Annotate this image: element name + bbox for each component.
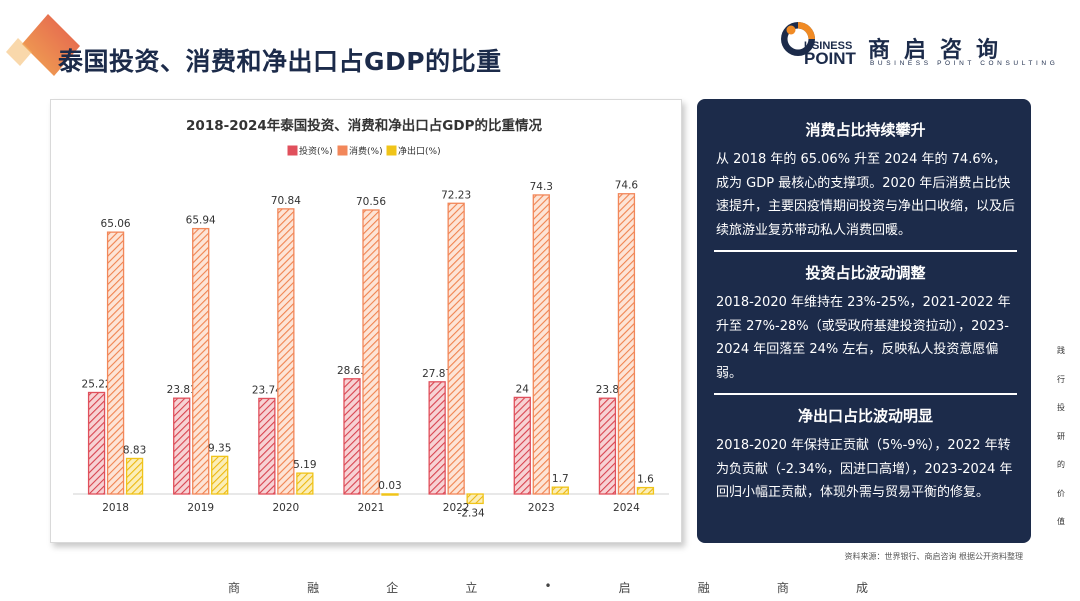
brand-name: 商启咨询: [868, 38, 1013, 63]
legend-label: 净出口(%): [398, 145, 441, 157]
data-label: 25.22: [82, 378, 112, 390]
slogan-char: 行: [1057, 374, 1065, 384]
slogan-char: 践: [1057, 346, 1065, 355]
brand-header: USINESS POINT 商启咨询 BUSINESS POINT CONSUL…: [776, 14, 1058, 74]
legend-label: 投资(%): [299, 145, 333, 157]
section-body-investment: 2018-2020 年维持在 23%-25%，2021-2022 年升至 27%…: [716, 295, 1011, 381]
bar-consumption: [277, 208, 295, 495]
data-label: 1.6: [637, 474, 654, 486]
data-label: 23.81: [167, 384, 197, 396]
data-label: 70.84: [271, 195, 301, 207]
footer-char: 立: [465, 581, 478, 595]
data-label: 65.06: [101, 218, 131, 230]
section-body-net-export: 2018-2020 年保持正贡献（5%-9%），2022 年转为负贡献（-2.3…: [716, 438, 1013, 500]
bar-chart: 2018-2024年泰国投资、消费和净出口占GDP的比重情况 投资(%) 消费(%…: [73, 117, 669, 519]
x-tick-label: 2023: [528, 502, 555, 514]
x-tick-label: 2024: [613, 502, 640, 514]
footer-char: 商: [228, 581, 241, 595]
bar-net-export: [466, 493, 484, 505]
data-label: 65.94: [186, 215, 216, 227]
section-body-consumption: 从 2018 年的 65.06% 升至 2024 年的 74.6%，成为 GDP…: [716, 152, 1016, 238]
slogan-char: 的: [1057, 460, 1065, 469]
bar-investment: [428, 381, 446, 495]
legend-swatch: [287, 145, 298, 156]
bar-net-export: [125, 457, 144, 495]
section-divider: [714, 393, 1017, 395]
footer-char: 成: [855, 581, 868, 595]
bar-consumption: [617, 193, 636, 495]
svg-text:USINESS: USINESS: [804, 40, 852, 52]
legend-label: 消费(%): [349, 145, 383, 157]
vertical-slogan: 践 行 投 研 的 价 值: [1055, 337, 1067, 537]
footer-char: 启: [618, 581, 631, 595]
data-label: 23.74: [252, 384, 282, 396]
svg-text:POINT: POINT: [804, 49, 857, 68]
data-label: 0.03: [378, 480, 401, 492]
bar-consumption: [447, 202, 465, 495]
slogan-char: 价: [1057, 488, 1065, 498]
data-label: 9.35: [208, 442, 231, 454]
slogan-char: 值: [1057, 517, 1065, 526]
data-label: 23.8: [596, 384, 619, 396]
legend-swatch: [337, 145, 348, 156]
source-note: 资料来源：世界银行、商启咨询 根据公开资料整理: [844, 552, 1023, 561]
data-label: 28.63: [337, 365, 367, 377]
brand-subtitle: BUSINESS POINT CONSULTING: [870, 60, 1059, 67]
x-tick-label: 2020: [272, 502, 299, 514]
x-tick-label: 2021: [358, 502, 385, 514]
business-point-logo: USINESS POINT: [781, 22, 857, 68]
section-title-investment: 投资占比波动调整: [805, 264, 926, 282]
data-label: 74.3: [530, 181, 553, 193]
data-label: 72.23: [441, 189, 471, 201]
data-label: 1.7: [552, 473, 569, 485]
bar-investment: [258, 397, 276, 495]
bar-consumption: [192, 227, 210, 495]
footer-char: 融: [307, 581, 320, 595]
bar-investment: [87, 391, 106, 495]
bar-consumption: [362, 209, 380, 495]
section-title-net-export: 净出口占比波动明显: [797, 407, 933, 425]
data-label: 27.87: [422, 368, 452, 380]
section-divider: [714, 250, 1017, 252]
bar-consumption: [106, 231, 125, 495]
x-tick-label: 2018: [102, 502, 129, 514]
section-title-consumption: 消费占比持续攀升: [805, 121, 926, 139]
x-tick-label: 2022: [443, 502, 470, 514]
chart-card: 2018-2024年泰国投资、消费和净出口占GDP的比重情况 投资(%) 消费(%…: [50, 99, 682, 543]
x-tick-label: 2019: [187, 502, 214, 514]
bar-consumption: [532, 194, 550, 495]
bar-net-export: [636, 486, 655, 495]
footer-slogan: 商 融 企 立 • 启 融 商 成: [228, 579, 868, 596]
insight-panel: 消费占比持续攀升 从 2018 年的 65.06% 升至 2024 年的 74.…: [697, 99, 1031, 543]
bar-net-export: [551, 486, 569, 495]
slogan-char: 研: [1057, 431, 1065, 441]
footer-char: 商: [776, 581, 789, 595]
data-label: 74.6: [615, 180, 639, 192]
data-label: 8.83: [123, 444, 146, 456]
bar-net-export: [381, 493, 399, 496]
bar-investment: [173, 397, 191, 495]
data-label: 24: [516, 383, 530, 395]
chart-title: 2018-2024年泰国投资、消费和净出口占GDP的比重情况: [186, 117, 542, 134]
data-label: 5.19: [293, 459, 316, 471]
footer-char: 融: [697, 581, 710, 595]
bar-investment: [513, 396, 531, 495]
chart-legend: 投资(%) 消费(%) 净出口(%): [287, 145, 441, 157]
data-label: -2.34: [458, 507, 485, 519]
data-label: 70.56: [356, 196, 386, 208]
bar-net-export: [211, 455, 229, 495]
footer-char: 企: [386, 581, 399, 595]
bar-net-export: [296, 472, 314, 495]
corner-decoration: [6, 14, 80, 76]
legend-swatch: [386, 145, 397, 156]
slogan-char: 投: [1057, 403, 1065, 412]
bar-investment: [598, 397, 617, 495]
page-title: 泰国投资、消费和净出口占GDP的比重: [58, 47, 502, 76]
plot-area: 25.22 65.06 8.83 2018 23.81 65.94 9.35 2019 23.7…: [73, 180, 669, 519]
bar-investment: [343, 378, 361, 495]
footer-char: •: [544, 579, 552, 593]
